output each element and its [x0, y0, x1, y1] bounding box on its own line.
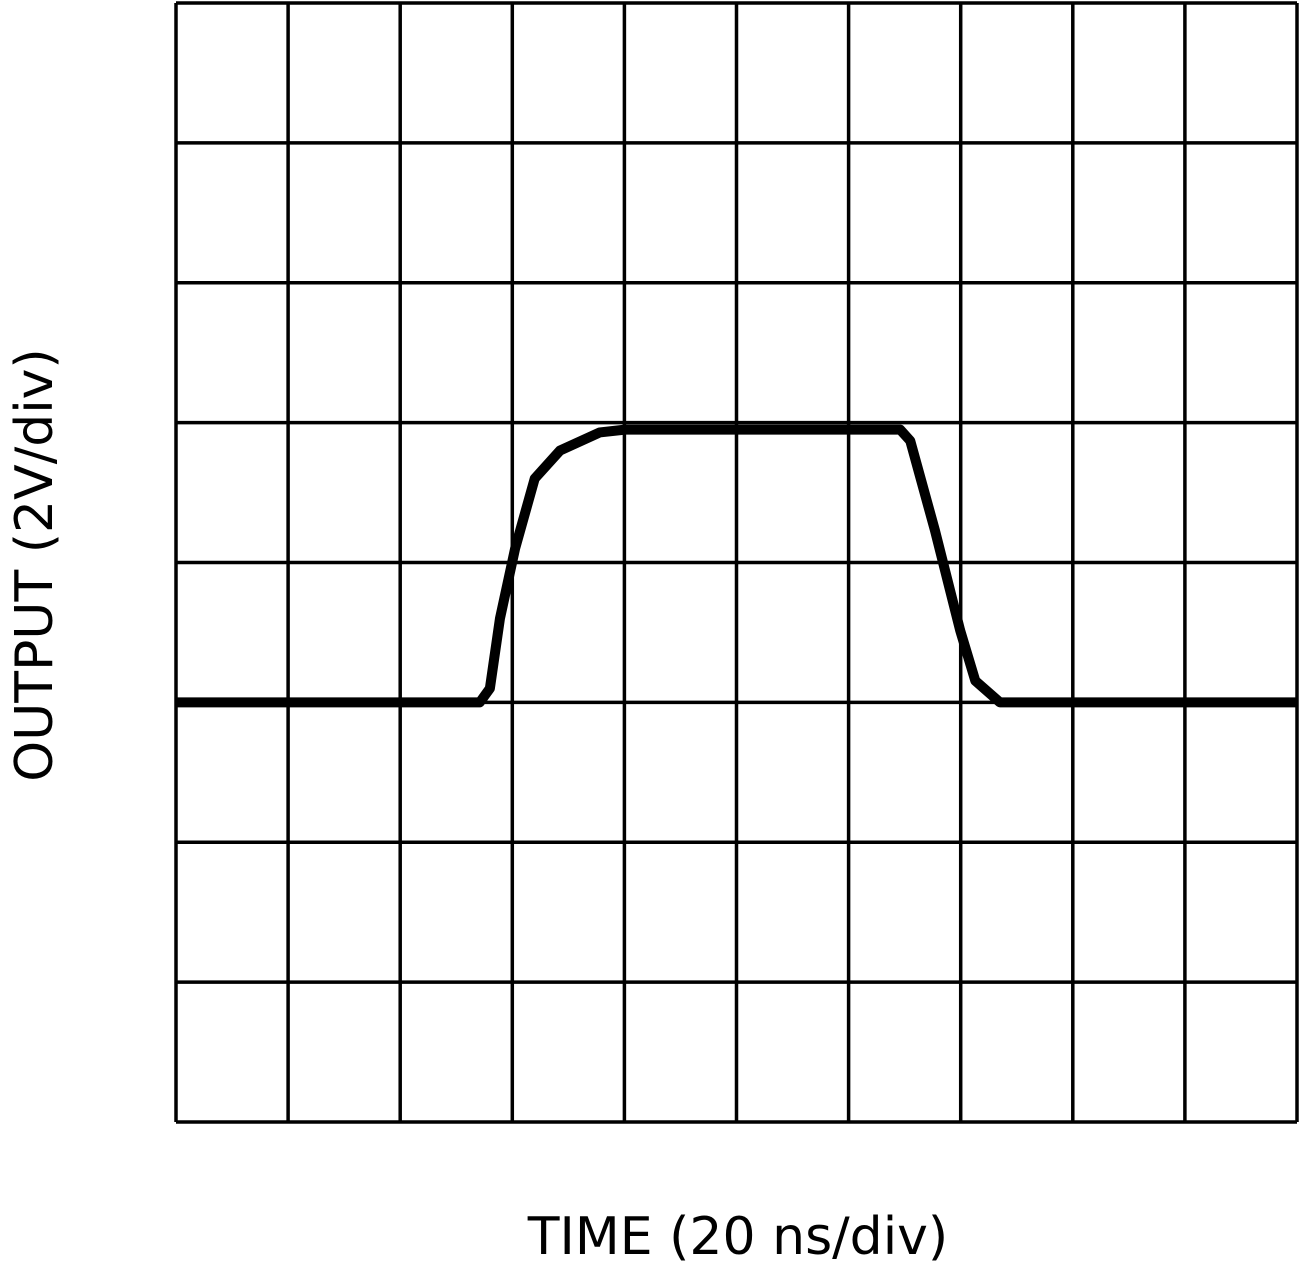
waveform [176, 424, 1297, 708]
y-axis-label: OUTPUT (2V/div) [5, 348, 65, 781]
x-axis-label: TIME (20 ns/div) [527, 1207, 948, 1267]
